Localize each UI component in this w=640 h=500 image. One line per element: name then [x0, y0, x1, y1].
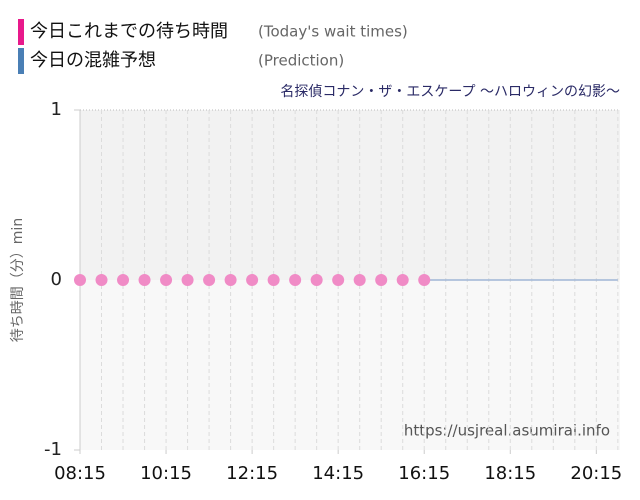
- wait-point: [246, 274, 259, 286]
- y-axis-label: 待ち時間（分）min: [10, 218, 26, 342]
- legend-swatch: [18, 19, 24, 45]
- wait-point: [418, 274, 431, 286]
- wait-point: [181, 274, 194, 286]
- plot-lower: [80, 280, 620, 450]
- x-tick-label: 12:15: [226, 463, 278, 484]
- x-tick-label: 20:15: [570, 463, 622, 484]
- x-tick-label: 08:15: [54, 463, 106, 484]
- subtitle: 名探偵コナン・ザ・エスケープ ～ハロウィンの幻影～: [280, 84, 620, 100]
- wait-point: [224, 274, 237, 286]
- y-tick-label: -1: [44, 439, 62, 460]
- wait-point: [289, 274, 302, 286]
- x-tick-label: 18:15: [484, 463, 536, 484]
- wait-point: [310, 274, 323, 286]
- legend-label: 今日これまでの待ち時間: [30, 21, 228, 42]
- x-tick-label: 10:15: [140, 463, 192, 484]
- wait-point: [375, 274, 388, 286]
- wait-point: [267, 274, 280, 286]
- wait-point: [74, 274, 86, 286]
- legend-swatch: [18, 48, 24, 74]
- x-tick-label: 14:15: [312, 463, 364, 484]
- legend-sub: (Prediction): [258, 52, 344, 70]
- wait-point: [117, 274, 130, 286]
- wait-point: [396, 274, 409, 286]
- wait-point: [160, 274, 173, 286]
- y-tick-label: 0: [51, 269, 62, 290]
- legend-label: 今日の混雑予想: [30, 50, 156, 71]
- plot-upper: [80, 110, 620, 280]
- wait-point: [203, 274, 216, 286]
- wait-point: [138, 274, 151, 286]
- wait-point: [353, 274, 366, 286]
- wait-point: [95, 274, 108, 286]
- legend-sub: (Today's wait times): [258, 23, 408, 41]
- wait-point: [332, 274, 345, 286]
- y-tick-label: 1: [51, 99, 62, 120]
- x-tick-label: 16:15: [398, 463, 450, 484]
- source: https://usjreal.asumirai.info: [404, 422, 610, 440]
